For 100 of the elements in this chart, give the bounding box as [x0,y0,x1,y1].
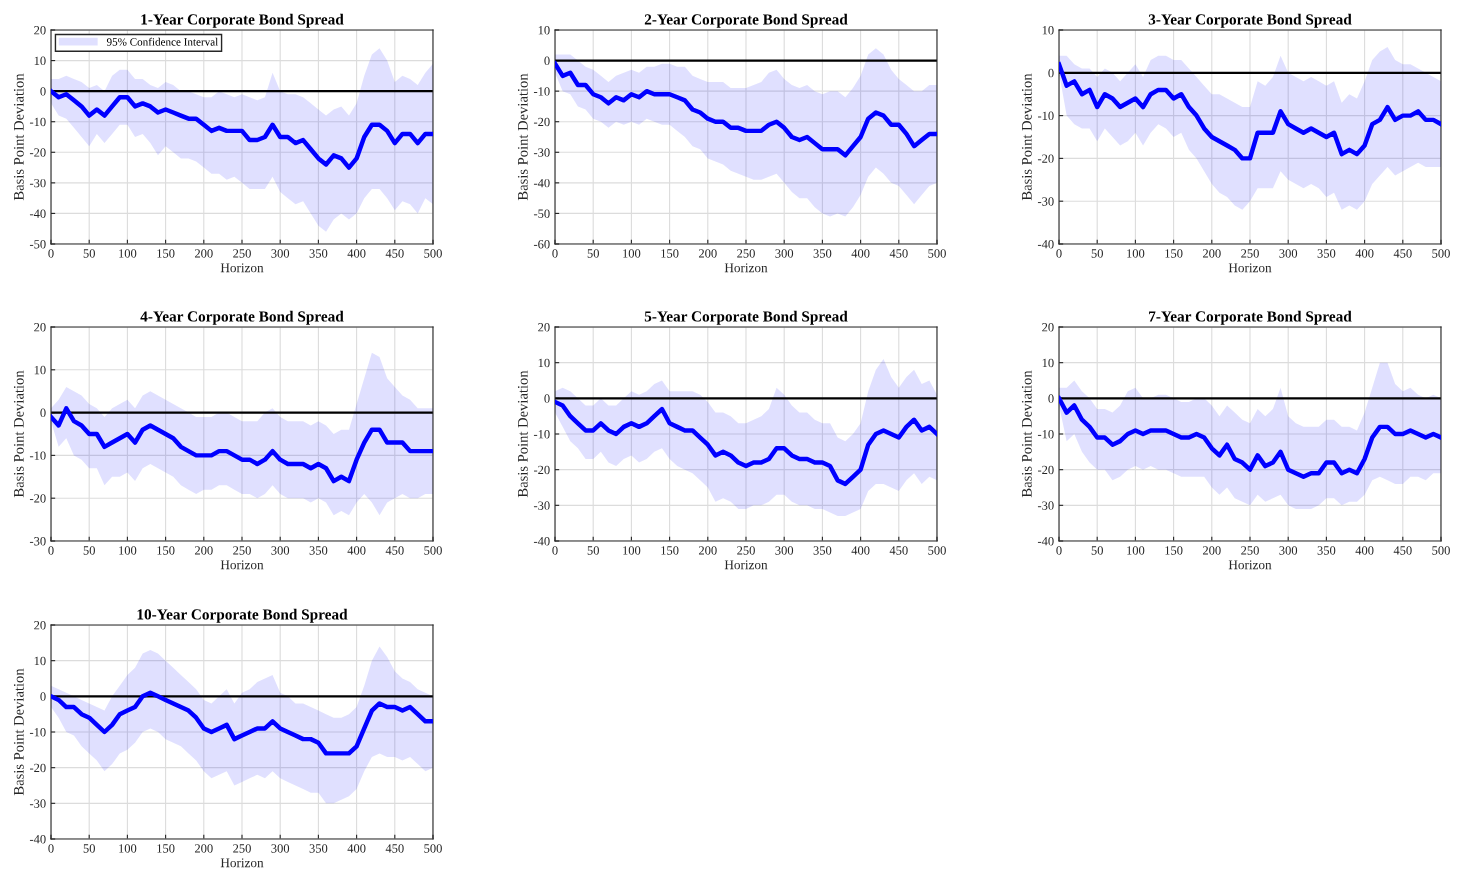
x-tick-label: 300 [271,249,290,258]
x-tick-label: 100 [1127,249,1145,258]
y-axis-title: Basis Point Deviation [1021,73,1032,201]
x-tick-label: 150 [1165,546,1183,555]
y-tick-label: 20 [1042,323,1054,332]
x-tick-label: 300 [1279,249,1298,258]
y-tick-label: 20 [538,323,550,332]
x-tick-label: 400 [1355,546,1374,555]
x-tick-label: 150 [157,844,175,853]
x-tick-label: 450 [1393,546,1412,555]
chart-title: 7-Year Corporate Bond Spread [1149,310,1352,325]
x-tick-label: 150 [661,249,679,258]
y-tick-label: -60 [533,240,550,249]
y-tick-label: -20 [29,494,46,503]
x-tick-label: 150 [661,546,679,555]
x-tick-label: 500 [1432,546,1450,555]
y-tick-label: 0 [40,692,46,701]
x-axis-title: Horizon [220,858,264,868]
y-tick-label: -30 [533,501,550,510]
y-tick-label: -10 [1037,430,1054,439]
y-tick-label: 10 [34,56,46,66]
x-axis-title: Horizon [724,263,768,273]
y-tick-label: -40 [29,835,46,844]
x-tick-label: 0 [48,844,54,853]
x-tick-label: 200 [698,546,717,555]
y-tick-label: -10 [1037,111,1054,121]
x-tick-label: 450 [1393,249,1412,258]
x-tick-label: 100 [119,249,137,258]
y-tick-label: 10 [1042,358,1054,368]
x-tick-label: 450 [385,249,404,258]
y-tick-label: 20 [34,323,46,332]
line-series [555,61,937,158]
x-tick-label: 300 [271,546,290,555]
x-tick-label: 50 [83,844,95,853]
x-axis-title: Horizon [724,560,768,570]
y-axis-title: Basis Point Deviation [517,73,528,201]
legend-label: 95% Confidence Interval [106,37,219,46]
y-tick-label: 10 [538,358,550,368]
y-axis-title: Basis Point Deviation [13,73,24,201]
x-tick-label: 50 [83,249,95,258]
y-tick-label: 0 [1048,68,1054,78]
x-tick-label: 100 [623,546,641,555]
x-tick-label: 400 [347,844,366,853]
line-series [51,88,433,170]
chart-title: 10-Year Corporate Bond Spread [137,608,348,623]
x-tick-label: 0 [552,546,558,555]
x-tick-label: 400 [347,249,366,258]
y-tick-label: -40 [533,537,550,546]
x-tick-label: 250 [737,249,755,258]
x-tick-label: 350 [813,546,832,555]
x-tick-label: 500 [928,546,946,555]
x-tick-label: 300 [1279,546,1298,555]
x-tick-label: 0 [1056,546,1062,555]
line-series [1059,396,1441,480]
y-tick-label: -20 [533,117,550,127]
chart-title: 3-Year Corporate Bond Spread [1148,13,1352,28]
line-series [51,690,433,756]
x-tick-label: 450 [889,546,908,555]
x-tick-label: 300 [775,546,794,555]
y-tick-label: -10 [533,430,550,439]
y-tick-label: -30 [29,537,46,546]
x-tick-label: 250 [1241,546,1259,555]
y-tick-label: -30 [533,148,550,157]
y-tick-label: 0 [544,394,550,403]
y-tick-label: -20 [1037,154,1054,163]
x-tick-label: 250 [233,844,251,853]
y-tick-label: -20 [29,148,46,157]
x-axis-title: Horizon [220,263,264,273]
y-tick-label: -30 [1037,197,1054,206]
x-tick-label: 0 [552,249,558,258]
line-series [51,406,433,484]
x-tick-label: 150 [157,546,175,555]
x-tick-label: 300 [775,249,794,258]
x-tick-label: 250 [1241,249,1259,258]
x-tick-label: 350 [813,249,832,258]
x-tick-label: 200 [194,249,213,258]
chart-title: 1-Year Corporate Bond Spread [141,13,344,28]
chart-title: 2-Year Corporate Bond Spread [644,13,848,28]
x-axis-title: Horizon [220,560,264,570]
y-tick-label: 0 [40,87,46,96]
y-axis-title: Basis Point Deviation [13,668,24,796]
x-tick-label: 50 [587,546,599,555]
y-tick-label: -20 [29,763,46,773]
y-tick-label: 20 [34,621,46,630]
x-tick-label: 0 [48,546,54,555]
x-tick-label: 100 [623,249,641,258]
x-tick-label: 50 [587,249,599,258]
x-tick-label: 150 [157,249,175,258]
x-tick-label: 350 [309,249,328,258]
y-tick-label: 0 [544,56,550,66]
x-tick-label: 350 [309,546,328,555]
x-tick-label: 250 [233,249,251,258]
y-tick-label: -50 [533,209,550,218]
x-tick-label: 500 [424,844,442,853]
y-tick-label: 10 [34,365,46,375]
x-tick-label: 350 [1317,546,1336,555]
x-tick-label: 400 [851,546,870,555]
x-tick-label: 400 [347,546,366,555]
y-tick-label: 10 [1042,26,1054,35]
x-axis-title: Horizon [1228,263,1272,273]
